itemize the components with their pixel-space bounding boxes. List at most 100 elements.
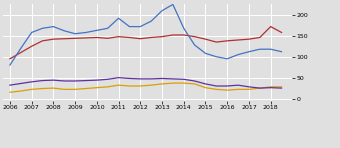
EUR <box>182 27 186 29</box>
GBP <box>247 89 251 90</box>
EUR <box>95 29 99 31</box>
EUR <box>62 30 66 32</box>
USD <box>225 40 229 42</box>
USD <box>138 38 142 40</box>
JPY <box>30 81 34 83</box>
GBP <box>279 86 284 88</box>
EUR <box>117 17 121 19</box>
EUR <box>84 32 88 33</box>
USD <box>258 37 262 38</box>
JPY <box>192 80 197 82</box>
JPY <box>84 80 88 81</box>
Line: USD: USD <box>10 27 282 59</box>
EUR <box>51 26 55 28</box>
GBP <box>95 87 99 89</box>
EUR <box>258 48 262 50</box>
JPY <box>73 80 77 82</box>
EUR <box>214 56 218 58</box>
USD <box>236 39 240 41</box>
GBP <box>8 91 12 93</box>
GBP <box>106 86 110 88</box>
GBP <box>62 89 66 90</box>
GBP <box>51 87 55 89</box>
JPY <box>8 84 12 86</box>
GBP <box>182 82 186 84</box>
EUR <box>138 26 142 28</box>
USD <box>149 37 153 38</box>
EUR <box>269 48 273 50</box>
USD <box>95 37 99 38</box>
JPY <box>117 77 121 79</box>
USD <box>73 37 77 39</box>
JPY <box>214 85 218 87</box>
JPY <box>182 78 186 80</box>
USD <box>171 34 175 36</box>
USD <box>106 37 110 39</box>
GBP <box>84 88 88 89</box>
JPY <box>269 87 273 89</box>
EUR <box>236 54 240 56</box>
JPY <box>40 80 45 81</box>
EUR <box>8 64 12 66</box>
USD <box>117 36 121 38</box>
JPY <box>160 78 164 79</box>
USD <box>128 37 132 38</box>
EUR <box>192 44 197 46</box>
Line: EUR: EUR <box>10 4 282 65</box>
GBP <box>236 89 240 90</box>
USD <box>19 52 23 53</box>
JPY <box>247 86 251 88</box>
USD <box>214 41 218 43</box>
JPY <box>62 80 66 82</box>
GBP <box>117 84 121 86</box>
JPY <box>279 87 284 89</box>
Line: GBP: GBP <box>10 83 282 92</box>
JPY <box>138 78 142 80</box>
JPY <box>258 87 262 89</box>
GBP <box>171 82 175 84</box>
JPY <box>203 83 207 85</box>
GBP <box>128 85 132 87</box>
USD <box>192 36 197 38</box>
JPY <box>106 78 110 80</box>
USD <box>269 26 273 28</box>
USD <box>84 37 88 39</box>
USD <box>51 38 55 40</box>
EUR <box>30 32 34 33</box>
EUR <box>160 10 164 12</box>
USD <box>160 36 164 38</box>
JPY <box>171 78 175 80</box>
GBP <box>40 88 45 89</box>
USD <box>247 38 251 40</box>
Line: JPY: JPY <box>10 78 282 88</box>
JPY <box>51 79 55 81</box>
GBP <box>30 89 34 90</box>
GBP <box>73 89 77 90</box>
USD <box>30 45 34 47</box>
EUR <box>19 48 23 49</box>
JPY <box>19 83 23 84</box>
JPY <box>149 78 153 80</box>
GBP <box>19 90 23 92</box>
JPY <box>95 79 99 81</box>
JPY <box>236 84 240 86</box>
USD <box>203 38 207 40</box>
EUR <box>73 33 77 35</box>
EUR <box>171 4 175 5</box>
EUR <box>247 51 251 53</box>
GBP <box>192 83 197 85</box>
GBP <box>258 87 262 89</box>
EUR <box>225 58 229 60</box>
USD <box>40 40 45 42</box>
EUR <box>106 27 110 29</box>
GBP <box>269 86 273 88</box>
JPY <box>225 85 229 87</box>
USD <box>8 58 12 60</box>
JPY <box>128 78 132 79</box>
USD <box>182 34 186 36</box>
EUR <box>149 20 153 22</box>
GBP <box>225 89 229 91</box>
GBP <box>160 83 164 85</box>
GBP <box>149 84 153 86</box>
EUR <box>40 27 45 29</box>
